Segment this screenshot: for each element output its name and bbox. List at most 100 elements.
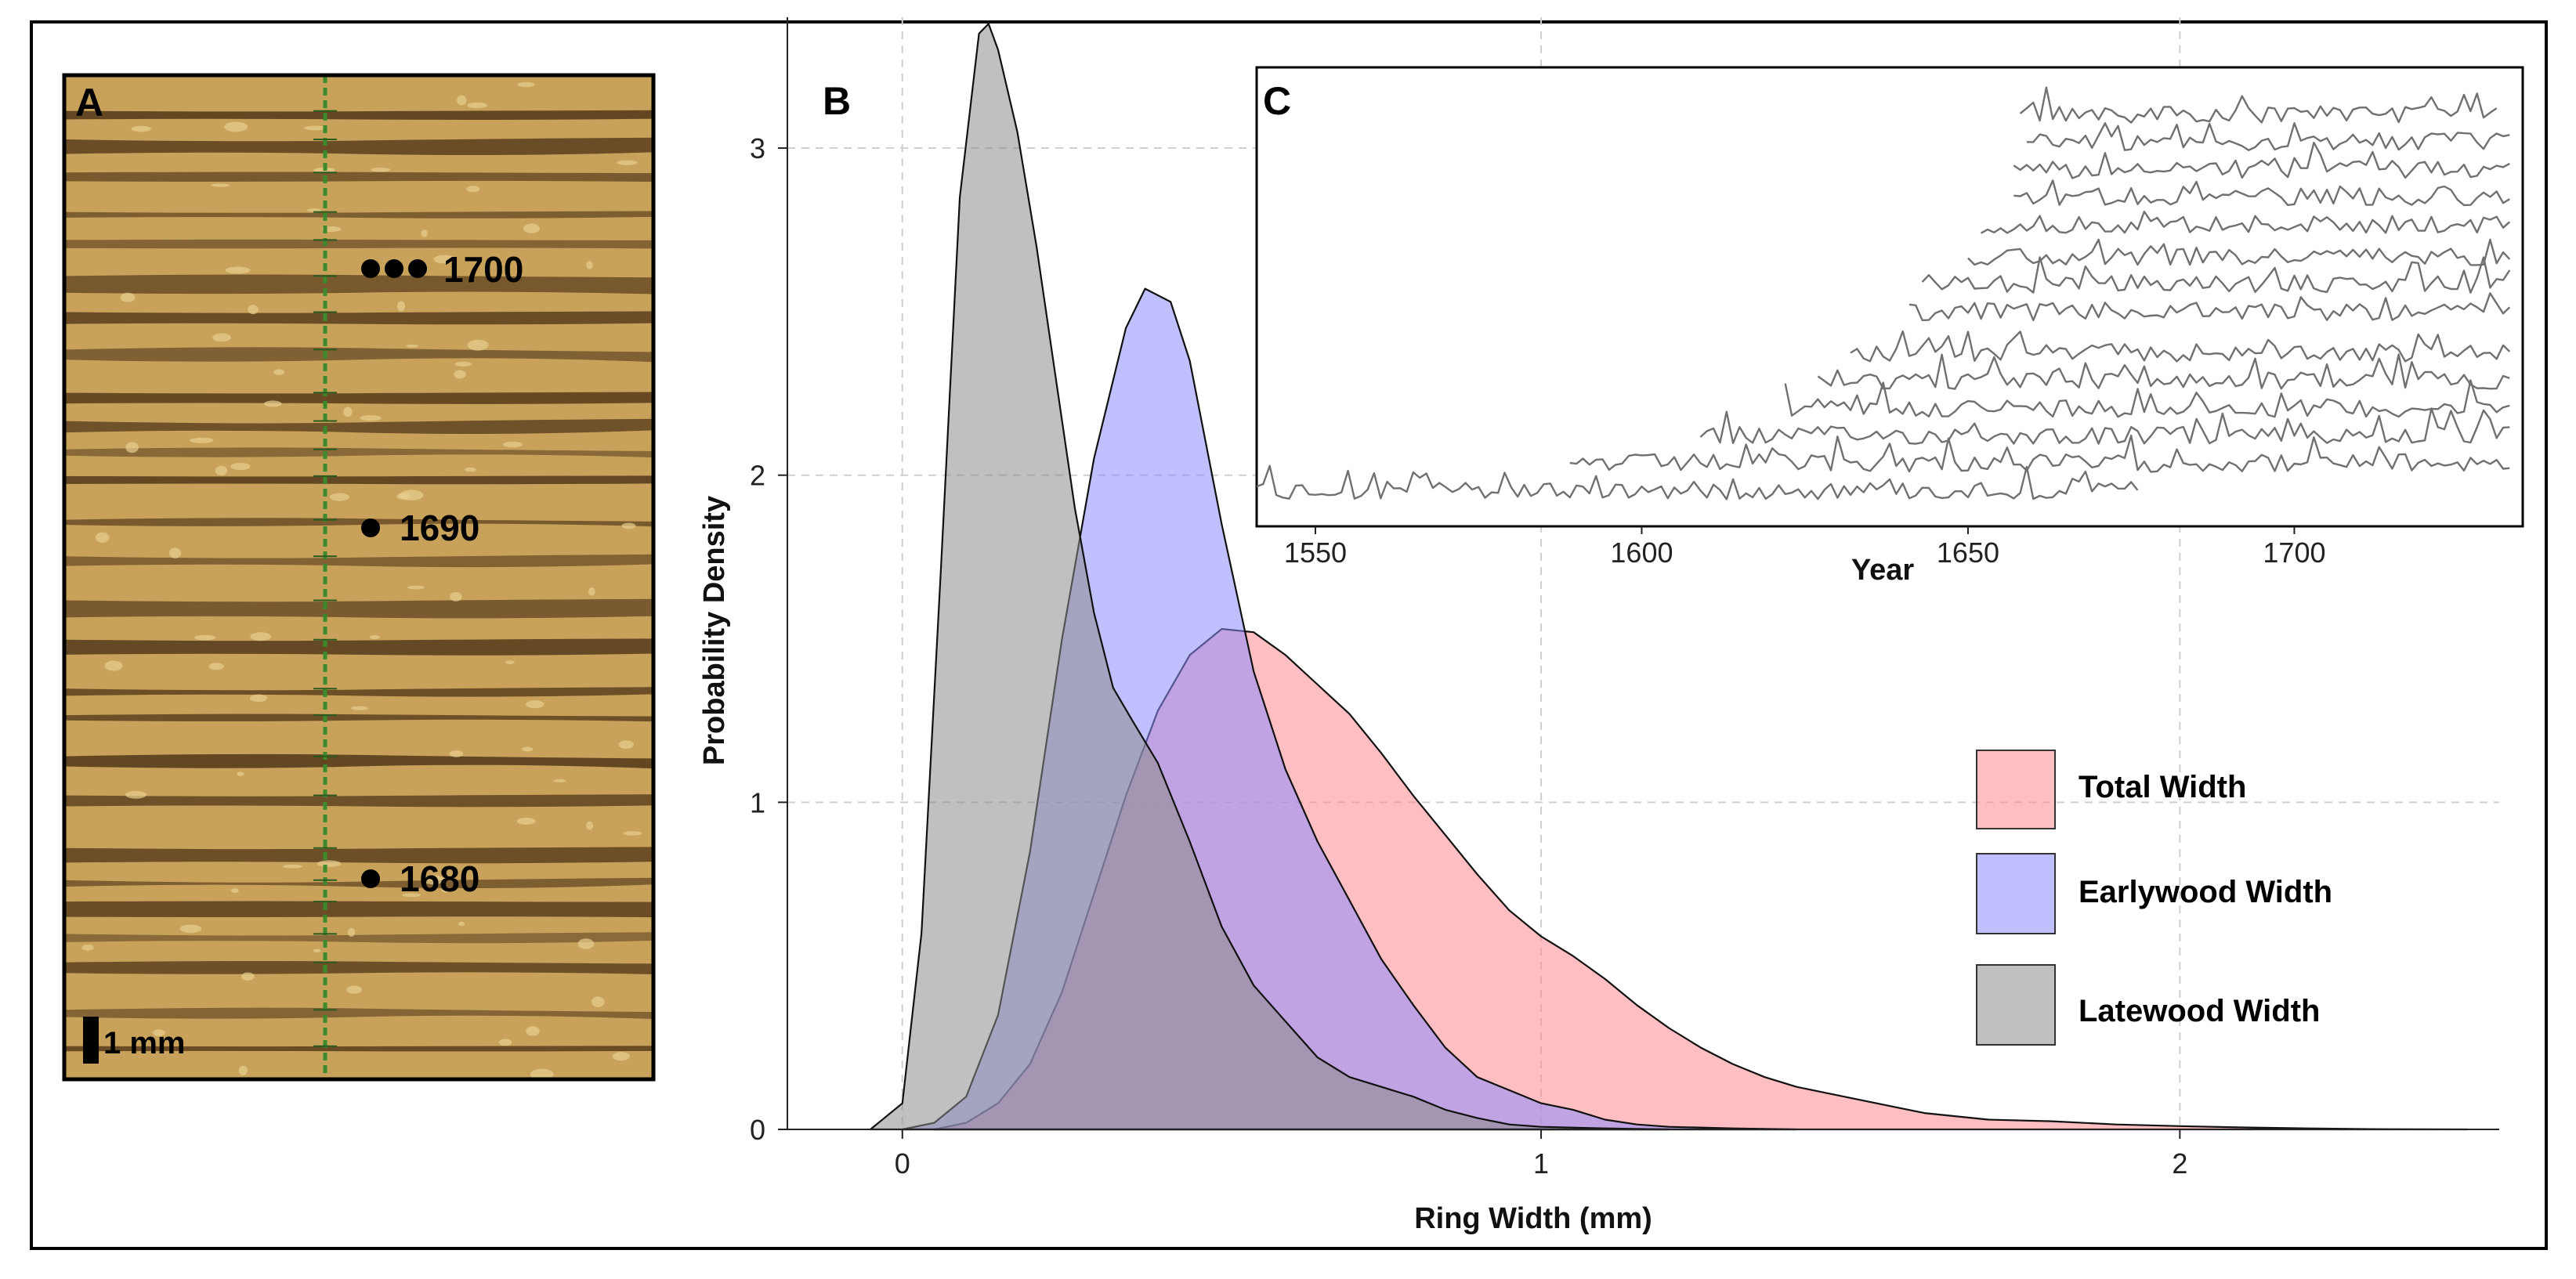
wood-pore xyxy=(304,125,326,131)
wood-pore xyxy=(371,168,391,172)
legend-label-latewood: Latewood Width xyxy=(2079,994,2320,1028)
wood-pore xyxy=(612,1052,630,1061)
legend-label-total: Total Width xyxy=(2079,770,2246,804)
wood-pore xyxy=(179,924,202,934)
latewood-band xyxy=(64,239,653,249)
wood-pore xyxy=(422,875,444,885)
year-label-1680: 1680 xyxy=(400,858,479,899)
x-tick-label: 1550 xyxy=(1284,537,1347,569)
panel-a-border xyxy=(62,73,656,1082)
year-label-1690: 1690 xyxy=(400,508,479,548)
latewood-band xyxy=(64,347,653,363)
wood-pore xyxy=(81,945,94,951)
panel-a-letter: A xyxy=(75,81,103,125)
wood-pore xyxy=(618,740,634,750)
wood-pore xyxy=(250,632,272,641)
wood-pore xyxy=(248,305,259,315)
wood-pore xyxy=(400,490,424,500)
wood-pore xyxy=(526,700,545,709)
latewood-band xyxy=(64,110,653,120)
latewood-band xyxy=(64,172,653,182)
wood-pore xyxy=(457,95,467,106)
panel-c-inset: 1550 1600 1650 1700 C Year xyxy=(1255,66,2524,587)
latewood-band xyxy=(64,447,653,458)
wood-pore xyxy=(466,186,480,193)
wood-pore xyxy=(586,821,593,830)
series-line xyxy=(2013,142,2510,179)
wood-pore xyxy=(530,1068,554,1079)
wood-pore xyxy=(397,301,405,312)
latewood-band xyxy=(64,753,653,769)
wood-pore xyxy=(282,865,303,869)
wood-pore xyxy=(454,361,472,367)
wood-pore xyxy=(306,208,322,212)
panel-c-x-axis-label: Year xyxy=(1851,554,1915,587)
wood-pore xyxy=(208,663,224,670)
scale-bar-label: 1 mm xyxy=(103,1026,186,1060)
wood-pore xyxy=(330,493,349,501)
wood-pore xyxy=(125,442,139,453)
decade-dot xyxy=(408,259,427,278)
series-line xyxy=(2013,179,2510,207)
panel-c-frame xyxy=(1255,66,2524,528)
wood-pore xyxy=(441,888,450,893)
wood-pore xyxy=(264,400,282,407)
latewood-band xyxy=(64,847,653,864)
wood-pore xyxy=(313,948,321,953)
latewood-band xyxy=(64,211,653,219)
density-areas xyxy=(869,23,2469,1131)
x-tick-label: 2 xyxy=(2172,1147,2187,1180)
wood-pore xyxy=(215,465,228,476)
legend-label-earlywood: Earlywood Width xyxy=(2079,875,2332,909)
wood-pore xyxy=(503,441,523,448)
latewood-band xyxy=(64,274,653,294)
wood-pore xyxy=(194,634,216,641)
latewood-band xyxy=(64,137,653,156)
y-tick-label: 3 xyxy=(750,132,765,164)
wood-pore xyxy=(249,694,267,703)
wood-pore xyxy=(402,893,421,898)
density-area-latewood-width xyxy=(869,23,1670,1131)
legend: Total Width Earlywood Width Latewood Wid… xyxy=(1976,750,2332,1046)
wood-pore xyxy=(190,437,214,443)
legend-swatch-total xyxy=(1976,750,2056,829)
series-line xyxy=(1850,330,2511,363)
wood-pore xyxy=(224,121,248,132)
wood-pore xyxy=(454,370,466,379)
series-line xyxy=(1569,434,2510,473)
wood-pore xyxy=(360,415,382,421)
wood-pore xyxy=(623,831,642,836)
decade-dot xyxy=(361,259,380,278)
wood-pore xyxy=(588,587,595,596)
year-label-1700: 1700 xyxy=(443,249,523,290)
wood-pore xyxy=(346,985,362,994)
wood-pore xyxy=(317,860,342,867)
wood-pore xyxy=(621,522,636,529)
legend-swatch-earlywood xyxy=(1976,853,2056,934)
wood-pore xyxy=(407,585,425,590)
latewood-band xyxy=(64,392,653,404)
wood-pore xyxy=(347,928,356,937)
y-tick-label: 0 xyxy=(750,1114,765,1146)
legend-swatch-latewood xyxy=(1976,964,2056,1046)
latewood-band xyxy=(64,714,653,722)
wood-pore xyxy=(95,532,110,543)
wood-pore xyxy=(458,921,465,927)
latewood-band xyxy=(64,418,653,435)
x-axis-label: Ring Width (mm) xyxy=(1414,1202,1652,1235)
wood-pore xyxy=(617,160,638,165)
latewood-band xyxy=(64,598,653,619)
panel-b: 0 1 2 0 1 2 3 B Ring Width (mm) Probability De… xyxy=(698,17,2499,1235)
wood-pore xyxy=(153,1029,165,1037)
wood-pore xyxy=(370,634,380,640)
x-tick-label: 1700 xyxy=(2263,537,2325,569)
series-line xyxy=(2019,86,2498,124)
wood-pore xyxy=(433,255,455,264)
y-tick-label: 1 xyxy=(750,786,765,818)
tree-ring-bands xyxy=(64,81,653,1079)
wood-pore xyxy=(522,746,534,752)
wood-pore xyxy=(273,369,284,375)
series-line xyxy=(1981,211,2511,234)
wood-pore xyxy=(237,771,244,776)
